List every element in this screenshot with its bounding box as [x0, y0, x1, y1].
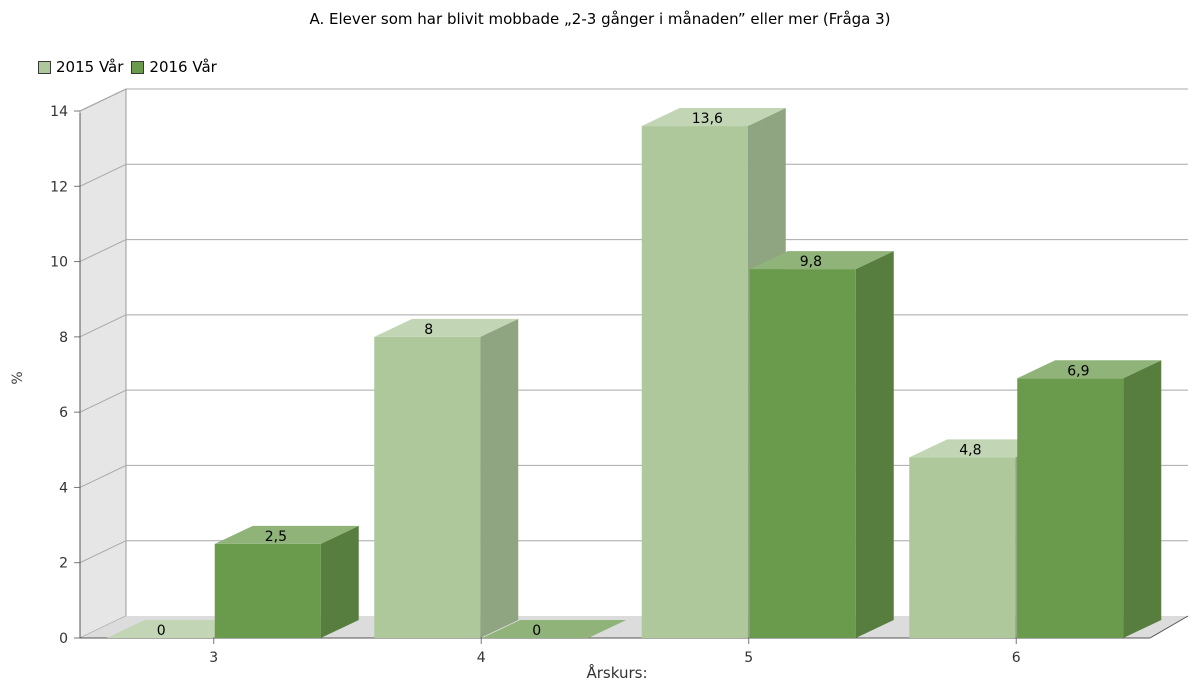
bar-front [374, 336, 481, 638]
gridline-side [79, 163, 127, 187]
legend: 2015 Vår 2016 Vår [38, 58, 225, 76]
bar-top [1017, 360, 1162, 379]
y-tick-label: 4 [59, 480, 68, 496]
bar-front [214, 543, 321, 638]
gridline-side [79, 239, 127, 263]
legend-swatch-2016 [131, 60, 145, 74]
gridline-side [79, 464, 127, 488]
bar [214, 525, 359, 638]
y-tick-label: 12 [50, 179, 68, 195]
legend-swatch-2015 [38, 60, 51, 74]
bar-top [214, 525, 359, 544]
gridline-side [79, 389, 127, 413]
legend-label-2016: 2016 Vår [149, 58, 217, 76]
bar [1017, 360, 1162, 638]
legend-item-2015[interactable]: 2015 Vår [38, 58, 123, 76]
bar [482, 620, 627, 638]
bar-top [374, 318, 519, 337]
bar-side [480, 318, 519, 638]
gridline-side [79, 314, 127, 338]
x-axis-label: Årskurs: [586, 663, 647, 680]
bar-side [320, 525, 359, 638]
legend-item-2016[interactable]: 2016 Vår [131, 58, 217, 76]
y-tick-label: 14 [50, 104, 68, 120]
x-axis-depth [1149, 615, 1189, 639]
bar-front [909, 457, 1016, 638]
data-label: 4,8 [959, 442, 981, 458]
x-tick-label: 6 [1012, 650, 1021, 666]
data-label: 8 [424, 322, 433, 338]
bar [749, 251, 894, 638]
side-wall [79, 88, 127, 639]
bar-front [641, 126, 748, 639]
bar-side [1123, 360, 1162, 638]
data-label: 2,5 [265, 529, 287, 545]
x-tick-label: 4 [477, 650, 486, 666]
legend-label-2015: 2015 Vår [56, 58, 124, 76]
bar-front [749, 269, 856, 638]
gridline-side [79, 88, 127, 112]
bar-side [855, 251, 894, 638]
data-label: 13,6 [692, 111, 723, 127]
x-tick-label: 5 [744, 650, 753, 666]
chart-title: A. Elever som har blivit mobbade „2-3 gå… [309, 10, 890, 28]
y-tick-label: 0 [59, 631, 68, 647]
y-tick-label: 2 [59, 556, 68, 572]
bar-top [749, 251, 894, 270]
bar-top [482, 620, 627, 638]
y-tick-label: 10 [50, 255, 68, 271]
data-label: 0 [532, 623, 541, 639]
bar [374, 318, 519, 638]
data-label: 9,8 [800, 254, 822, 270]
x-tick-label: 3 [209, 650, 218, 666]
data-label: 6,9 [1067, 363, 1089, 379]
gridline-side [79, 540, 127, 564]
y-tick-label: 8 [59, 330, 68, 346]
bar-front [1017, 378, 1124, 638]
bar-top [641, 108, 786, 127]
data-label: 0 [157, 623, 166, 639]
y-axis-label: % [10, 371, 26, 384]
y-tick-label: 6 [59, 405, 68, 421]
